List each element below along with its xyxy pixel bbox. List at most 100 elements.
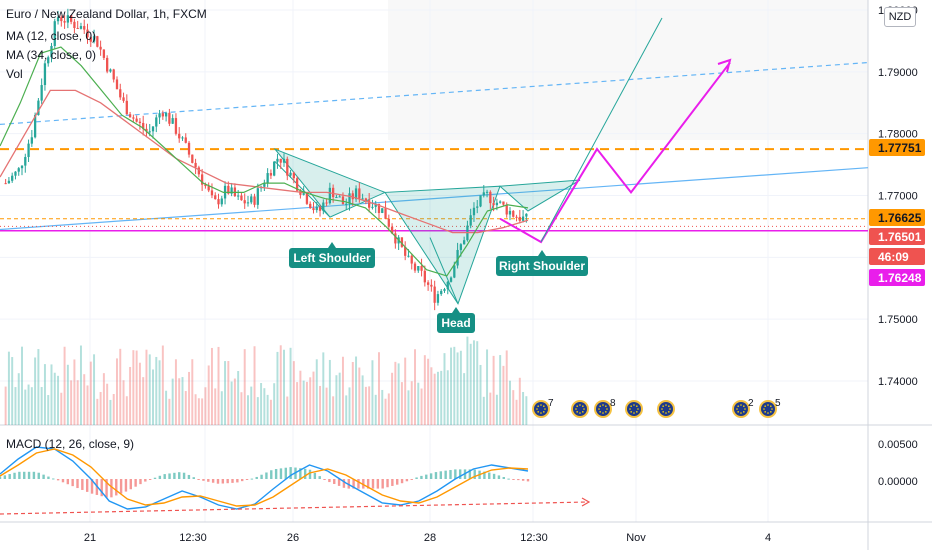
volume-bar — [106, 383, 109, 425]
candle-body — [286, 158, 289, 176]
macd-histogram-bar — [13, 472, 16, 479]
candle-body — [282, 158, 286, 163]
volume-bar — [423, 355, 426, 425]
volume-bar — [358, 367, 361, 425]
volume-bar — [135, 350, 138, 425]
macd-histogram-bar — [415, 477, 418, 479]
volume-bar — [499, 355, 502, 425]
flag-star — [668, 405, 670, 407]
macd-histogram-bar — [245, 479, 249, 480]
volume-bar — [368, 386, 371, 425]
ma12-legend[interactable]: MA (12, close, 0) — [6, 29, 97, 43]
volume-bar — [34, 357, 37, 425]
volume-bar — [400, 382, 403, 425]
candle-body — [37, 100, 40, 116]
candle-body — [43, 63, 47, 86]
candle-body — [96, 36, 99, 47]
macd-histogram-bar — [342, 479, 346, 488]
volume-bar — [472, 340, 475, 425]
flag-star — [665, 404, 667, 406]
candle-body — [17, 168, 20, 172]
volume-bar — [40, 387, 43, 425]
candle-body — [499, 201, 502, 203]
candle-body — [112, 69, 115, 80]
macd-histogram-bar — [226, 479, 229, 484]
macd-histogram-bar — [512, 479, 515, 480]
macd-histogram-bar — [255, 476, 258, 479]
candle-body — [377, 203, 381, 213]
macd-tick-label: 0.00000 — [878, 476, 918, 488]
volume-bar — [355, 356, 358, 425]
price-label-text: 1.76248 — [878, 271, 922, 285]
macd-histogram-bar — [449, 470, 452, 479]
macd-histogram-bar — [0, 476, 2, 479]
signal-line — [0, 448, 529, 507]
currency-badge[interactable]: NZD — [884, 7, 916, 27]
flag-star — [737, 411, 739, 413]
macd-legend[interactable]: MACD (12, 26, close, 9) — [6, 437, 135, 451]
macd-trend-arrow — [581, 497, 591, 507]
time-axis[interactable]: 21 12:30 26 28 12:30 Nov 4 — [84, 532, 771, 544]
volume-bar — [30, 387, 33, 425]
macd-histogram-bar — [42, 474, 45, 479]
price-axis[interactable]: 1.800001.790001.780001.770001.760001.750… — [869, 5, 925, 488]
macd-histogram-bar — [507, 478, 510, 480]
volume-bar — [407, 390, 410, 425]
flag-star — [662, 405, 664, 407]
ma34-legend[interactable]: MA (34, close, 0) — [6, 48, 97, 62]
volume-bar — [482, 396, 485, 425]
macd-histogram-bar — [502, 477, 505, 479]
volume-bar — [417, 382, 420, 425]
volume-legend[interactable]: Vol — [6, 67, 23, 81]
macd-histogram-bar — [376, 479, 380, 489]
volume-bar — [322, 352, 325, 425]
volume-bar — [168, 398, 171, 425]
candle-body — [420, 266, 423, 271]
macd-histogram-bar — [76, 479, 79, 489]
macd-histogram-bar — [37, 472, 40, 479]
flag-star — [633, 412, 635, 414]
candle-body — [250, 196, 253, 203]
volume-bar — [230, 381, 233, 425]
volume-bar — [436, 371, 439, 425]
volume-bar — [240, 392, 243, 425]
candle-body — [207, 186, 210, 191]
candle-body — [394, 233, 397, 244]
candle-body — [30, 137, 33, 144]
flag-eu-icon — [573, 402, 587, 416]
macd-histogram-bar — [231, 479, 234, 483]
candle-body — [407, 255, 410, 257]
candle-body — [276, 158, 279, 162]
volume-bar — [129, 366, 132, 425]
price-label-tag — [869, 139, 925, 156]
event-markers[interactable]: 7 8 2 5 — [532, 398, 781, 418]
flag-star — [669, 408, 671, 410]
macd-histogram-bar — [521, 479, 525, 481]
volume-bar — [433, 373, 436, 425]
macd-histogram-bar — [178, 472, 181, 479]
macd-histogram-bar — [381, 479, 384, 489]
candle-body — [341, 196, 345, 205]
volume-bar — [191, 359, 194, 425]
candle-body — [20, 165, 24, 169]
volume-bar — [315, 359, 318, 425]
candle-body — [269, 173, 273, 176]
volume-bar — [420, 388, 423, 425]
candle-body — [135, 118, 138, 122]
candle-body — [194, 162, 197, 168]
macd-histogram-bar — [197, 479, 200, 480]
candle-body — [83, 26, 86, 30]
head-label-box — [437, 313, 475, 333]
volume-bar — [509, 380, 511, 425]
macd-histogram-bar — [265, 472, 268, 479]
time-tick-label: 28 — [424, 532, 436, 544]
candle-body — [309, 203, 312, 209]
candle-body — [204, 184, 207, 187]
volume-bar — [276, 351, 279, 425]
flag-star — [582, 411, 584, 413]
ma34-line — [0, 89, 529, 234]
macd-histogram-bar — [439, 471, 443, 479]
candle-body — [14, 171, 17, 176]
price-label-text: 46:09 — [878, 250, 909, 264]
